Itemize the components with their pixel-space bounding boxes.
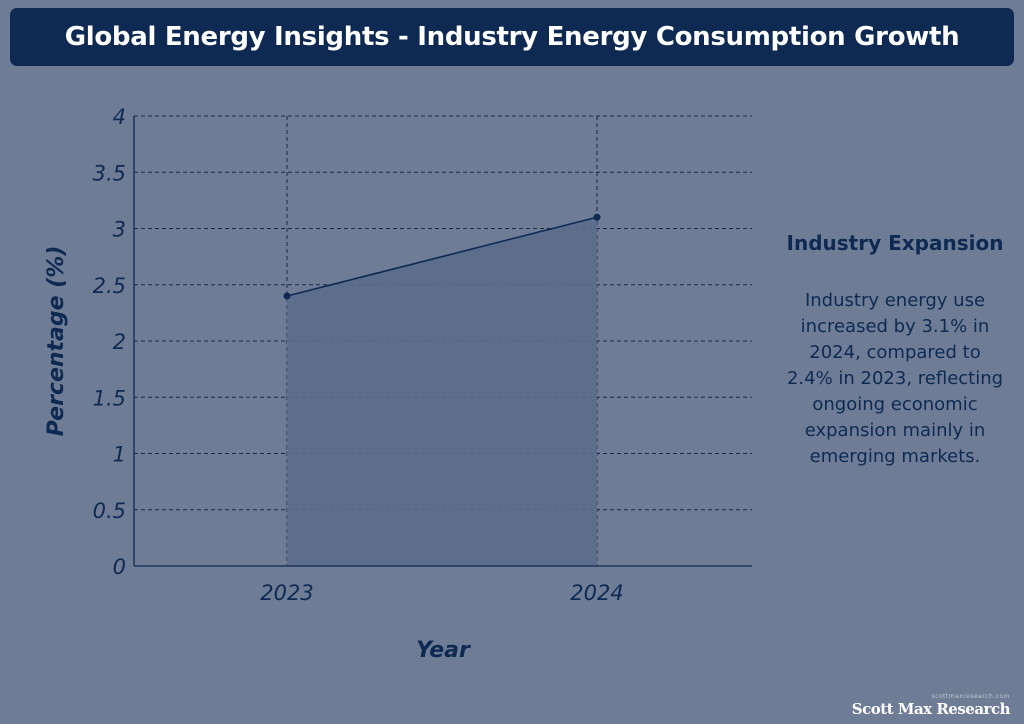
y-tick-label: 2 <box>113 330 126 354</box>
insight-panel: Industry Expansion Industry energy use i… <box>785 230 1005 470</box>
y-tick-label: 0.5 <box>93 499 126 523</box>
area-layer <box>283 213 601 566</box>
y-tick-label: 0 <box>113 555 126 579</box>
y-axis-title: Percentage (%) <box>44 246 69 437</box>
y-tick-label: 3 <box>113 218 126 242</box>
y-tick-label: 3.5 <box>93 161 126 185</box>
y-tick-label: 1 <box>113 443 126 467</box>
x-tick-label: 2024 <box>570 581 623 605</box>
x-tick-label: 2023 <box>260 581 313 605</box>
y-tick-label: 1.5 <box>93 386 126 410</box>
title-bar: Global Energy Insights - Industry Energy… <box>10 8 1014 66</box>
axes <box>133 116 752 567</box>
y-tick-label: 4 <box>113 105 126 129</box>
y-tick-label: 2.5 <box>93 274 126 298</box>
data-point <box>283 292 291 300</box>
series-line <box>286 216 598 297</box>
brand-logo: Scott Max Research <box>851 700 1011 718</box>
tick-labels: 0 0.5 1 1.5 2 2.5 3 3.5 4 2023 2024 <box>93 105 624 605</box>
data-point <box>593 213 601 221</box>
x-axis-title: Year <box>416 638 471 663</box>
footer-small-text: scottmaxresearch.com <box>931 693 1010 700</box>
footer: scottmaxresearch.com Scott Max Research <box>851 693 1011 718</box>
panel-heading: Industry Expansion <box>786 231 1004 255</box>
panel-body: Industry energy use increased by 3.1% in… <box>786 290 1004 467</box>
area-fill <box>287 217 597 566</box>
chart-title: Global Energy Insights - Industry Energy… <box>64 22 960 52</box>
